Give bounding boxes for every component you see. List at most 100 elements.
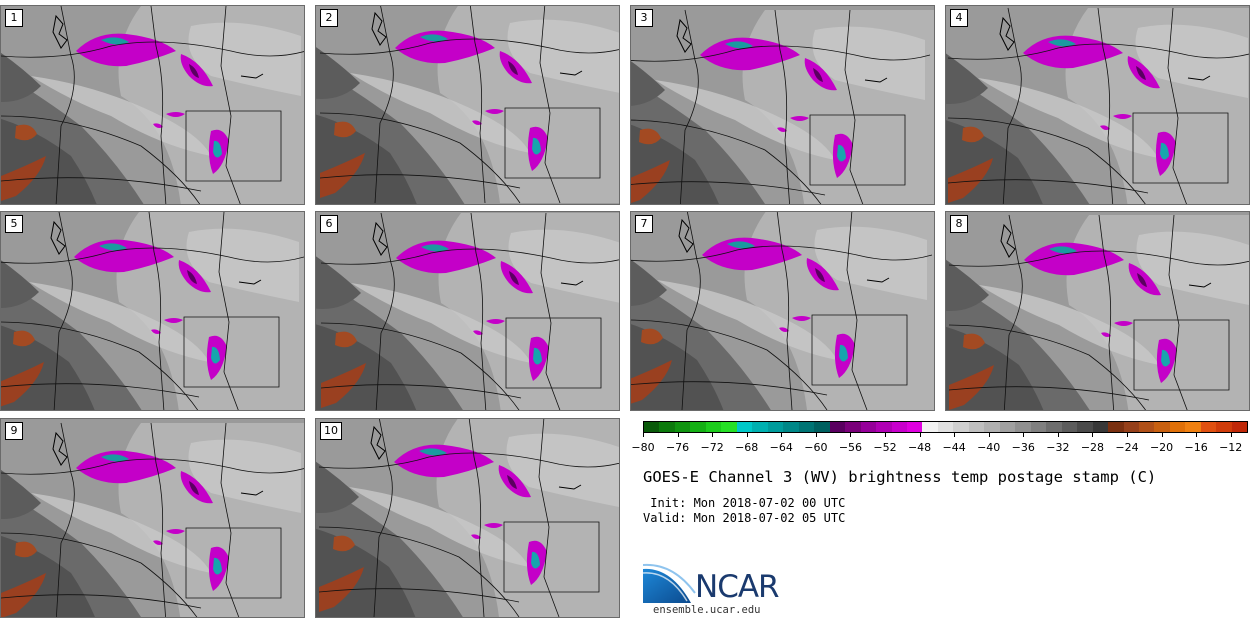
colorbar-tick (1092, 433, 1094, 437)
colorbar-tick-label: −32 (1046, 441, 1070, 454)
colorbar-bin (736, 422, 753, 432)
colorbar-bin (845, 422, 861, 432)
panel-label: 9 (5, 422, 23, 440)
colorbar-tick (781, 433, 783, 437)
water-vapor-map (946, 212, 1249, 410)
colorbar-tick-label: −28 (1080, 441, 1105, 454)
colorbar-tick (850, 433, 852, 437)
colorbar-tick (919, 433, 921, 437)
colorbar-bin (1077, 422, 1093, 432)
colorbar-bin (705, 422, 722, 432)
water-vapor-map (946, 6, 1249, 204)
water-vapor-map (631, 212, 934, 410)
colorbar-bin (659, 422, 675, 432)
panel-label: 8 (950, 215, 968, 233)
colorbar-tick-label: −76 (665, 441, 690, 454)
ncar-logo-text: NCAR (695, 569, 780, 605)
colorbar-tick (746, 433, 748, 437)
colorbar-bin (968, 422, 985, 432)
colorbar-tick-label: −56 (838, 441, 863, 454)
colorbar-tick-label: −44 (942, 441, 966, 454)
colorbar-bin (829, 422, 846, 432)
colorbar-bin (1108, 422, 1124, 432)
colorbar-bin (1030, 422, 1047, 432)
colorbar-bin (1061, 422, 1078, 432)
init-time: Init: Mon 2018-07-02 00 UTC (643, 496, 846, 510)
colorbar-bin (860, 422, 877, 432)
colorbar-tick-label: −52 (873, 441, 897, 454)
colorbar-bin (876, 422, 892, 432)
map-panel: 2 (315, 5, 620, 205)
map-panel: 6 (315, 211, 620, 411)
colorbar-tick (677, 433, 679, 437)
colorbar-ticks: −80 −76 −72 −68 −64 −60 −56 −52 −48 −44 −40 −36 −32−… (631, 433, 1248, 455)
map-panel: 8 (945, 211, 1250, 411)
water-vapor-map (1, 6, 304, 204)
colorbar-tick-label: −20 (1149, 441, 1174, 454)
colorbar-bin (953, 422, 969, 432)
colorbar-tick-label: −64 (769, 441, 793, 454)
valid-time: Valid: Mon 2018-07-02 05 UTC (643, 511, 846, 525)
colorbar-tick (1196, 433, 1198, 437)
colorbar-bin (937, 422, 954, 432)
colorbar-tick-label: −48 (907, 441, 932, 454)
panel-label: 1 (5, 9, 23, 27)
colorbar-tick-label: −68 (735, 441, 759, 454)
panel-label: 5 (5, 215, 23, 233)
colorbar-tick (712, 433, 714, 437)
colorbar-tick-label: −60 (804, 441, 828, 454)
water-vapor-map (1, 419, 304, 617)
colorbar-bin (1169, 422, 1186, 432)
water-vapor-map (316, 419, 619, 617)
figure-title: GOES-E Channel 3 (WV) brightness temp po… (643, 468, 1157, 486)
colorbar-bin (798, 422, 815, 432)
map-panel: 9 (0, 418, 305, 618)
colorbar-bin (1046, 422, 1062, 432)
colorbar-tick-label: −16 (1184, 441, 1208, 454)
colorbar-bin (783, 422, 799, 432)
colorbar-bin (1154, 422, 1170, 432)
colorbar-tick-label: −80 (631, 441, 655, 454)
colorbar-tick-label: −12 (1219, 441, 1243, 454)
colorbar-tick-label: −72 (700, 441, 724, 454)
panel-label: 10 (320, 422, 342, 440)
colorbar-bin (1092, 422, 1109, 432)
colorbar (643, 421, 1248, 433)
water-vapor-map (316, 212, 619, 410)
colorbar-bin (767, 422, 784, 432)
ncar-logo-swoosh-icon (643, 563, 696, 603)
colorbar-tick (1161, 433, 1163, 437)
colorbar-bin (1139, 422, 1155, 432)
colorbar-bin (644, 422, 660, 432)
colorbar-bin (1185, 422, 1201, 432)
map-panel: 3 (630, 5, 935, 205)
colorbar-tick (643, 433, 644, 437)
colorbar-tick (1023, 433, 1025, 437)
colorbar-bin (690, 422, 706, 432)
colorbar-tick (885, 433, 886, 437)
colorbar-bin (999, 422, 1016, 432)
map-panel: 10 (315, 418, 620, 618)
panel-label: 7 (635, 215, 653, 233)
colorbar-bin (922, 422, 938, 432)
panel-label: 3 (635, 9, 653, 27)
colorbar-tick (988, 433, 990, 437)
panel-label: 2 (320, 9, 338, 27)
water-vapor-map (1, 212, 304, 410)
colorbar-tick-label: −36 (1011, 441, 1035, 454)
colorbar-tick-label: −40 (977, 441, 1001, 454)
colorbar-tick (1127, 433, 1128, 437)
colorbar-bin (1015, 422, 1031, 432)
water-vapor-map (316, 6, 619, 204)
colorbar-tick (1057, 433, 1059, 437)
website-url[interactable]: ensemble.ucar.edu (653, 604, 761, 616)
colorbar-bin (984, 422, 1000, 432)
map-panel: 1 (0, 5, 305, 205)
colorbar-bin (752, 422, 768, 432)
colorbar-tick (1230, 433, 1232, 437)
colorbar-bin (814, 422, 830, 432)
panel-label: 6 (320, 215, 338, 233)
colorbar-bin (721, 422, 737, 432)
colorbar-bin (1200, 422, 1217, 432)
colorbar-bin (1231, 422, 1248, 432)
